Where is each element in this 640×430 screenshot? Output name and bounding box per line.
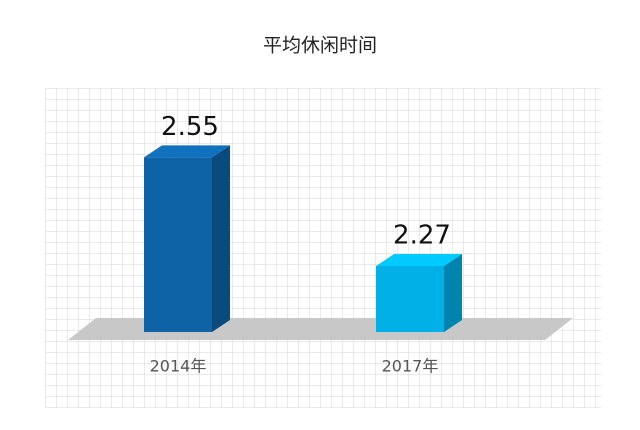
floor [68, 318, 573, 340]
bar-top [376, 254, 462, 267]
value-label: 2.27 [393, 221, 451, 251]
x-tick-label: 2014年 [150, 357, 207, 376]
bar-top [144, 145, 230, 158]
x-tick-label: 2017年 [382, 357, 439, 376]
bar-side [444, 254, 462, 332]
bar [376, 254, 462, 332]
bar-side [212, 145, 230, 332]
grid-background [45, 88, 601, 408]
chart-title: 平均休闲时间 [263, 35, 377, 57]
bar-front [376, 266, 444, 332]
bar [144, 145, 230, 332]
value-label: 2.55 [161, 112, 219, 142]
bar-front [144, 157, 212, 332]
